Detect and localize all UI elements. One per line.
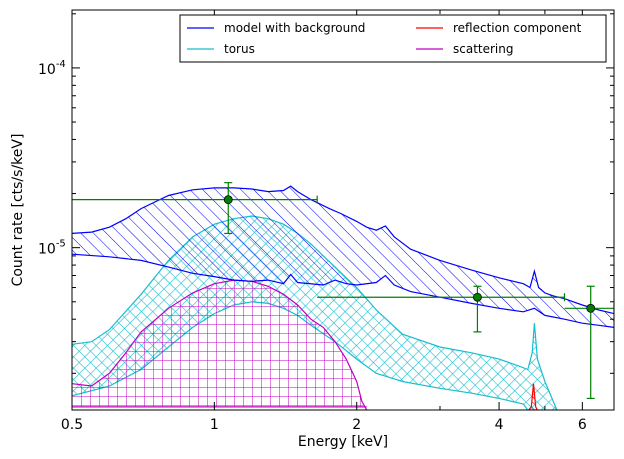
band-upper-reflection	[528, 383, 538, 410]
x-tick-label: 4	[495, 417, 504, 433]
legend-label-scattering: scattering	[453, 42, 514, 56]
plot-frame	[71, 9, 615, 411]
data-marker	[586, 303, 596, 313]
x-tick-label: 2	[352, 417, 361, 433]
data-marker	[473, 292, 482, 302]
x-tick-label: 1	[210, 417, 219, 433]
data-point-3	[564, 285, 614, 400]
model-bands	[72, 185, 614, 410]
y-tick-label: 10-4	[38, 59, 66, 78]
band-fill-scattering	[72, 280, 367, 410]
data-point-1	[72, 182, 318, 235]
x-tick-label: 0.5	[61, 417, 83, 433]
legend-frame	[179, 14, 607, 63]
legend-label-torus: torus	[224, 42, 255, 56]
band-upper-scattering	[72, 279, 368, 410]
x-axis-label: Energy [keV]	[298, 434, 388, 450]
plot-area	[72, 182, 614, 410]
axis-ticks: 0.5 1 2 4 6 10-5 10-4	[38, 10, 615, 433]
legend-label-reflection: reflection component	[453, 21, 582, 35]
band-upper-model	[72, 185, 614, 315]
legend: model with background torus reflection c…	[179, 14, 607, 63]
data-marker	[223, 195, 233, 205]
data-points	[72, 182, 614, 400]
y-axis-label: Count rate [cts/s/keV]	[10, 134, 26, 287]
legend-label-model: model with background	[224, 21, 365, 35]
x-tick-label: 6	[578, 417, 587, 433]
band-lower-model	[72, 253, 614, 328]
band-fill-model	[72, 186, 614, 328]
y-tick-label: 10-5	[38, 239, 66, 258]
data-point-2	[317, 285, 566, 333]
